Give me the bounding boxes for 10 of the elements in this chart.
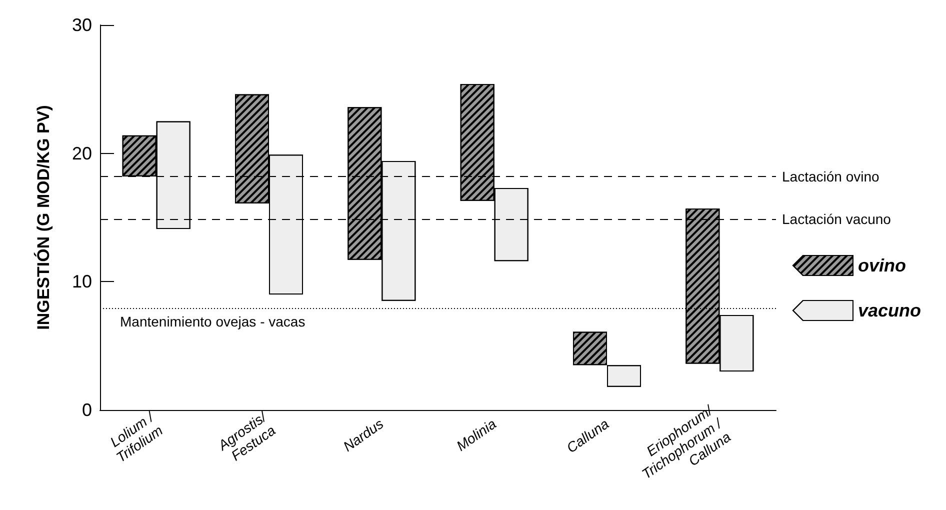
- legend-label: vacuno: [858, 300, 922, 320]
- ref-line-label: Lactación ovino: [782, 168, 880, 184]
- ref-line-label: Mantenimiento ovejas - vacas: [120, 314, 306, 330]
- legend-label: ovino: [858, 256, 906, 276]
- ref-line-label: Lactación vacuno: [782, 210, 892, 227]
- y-tick-label: 20: [72, 143, 92, 164]
- y-tick-label: 30: [72, 15, 92, 35]
- y-tick-label: 10: [72, 272, 92, 292]
- y-axis-title: INGESTIÓN (G MOD/KG PV): [33, 105, 53, 330]
- y-tick-label: 0: [82, 400, 92, 420]
